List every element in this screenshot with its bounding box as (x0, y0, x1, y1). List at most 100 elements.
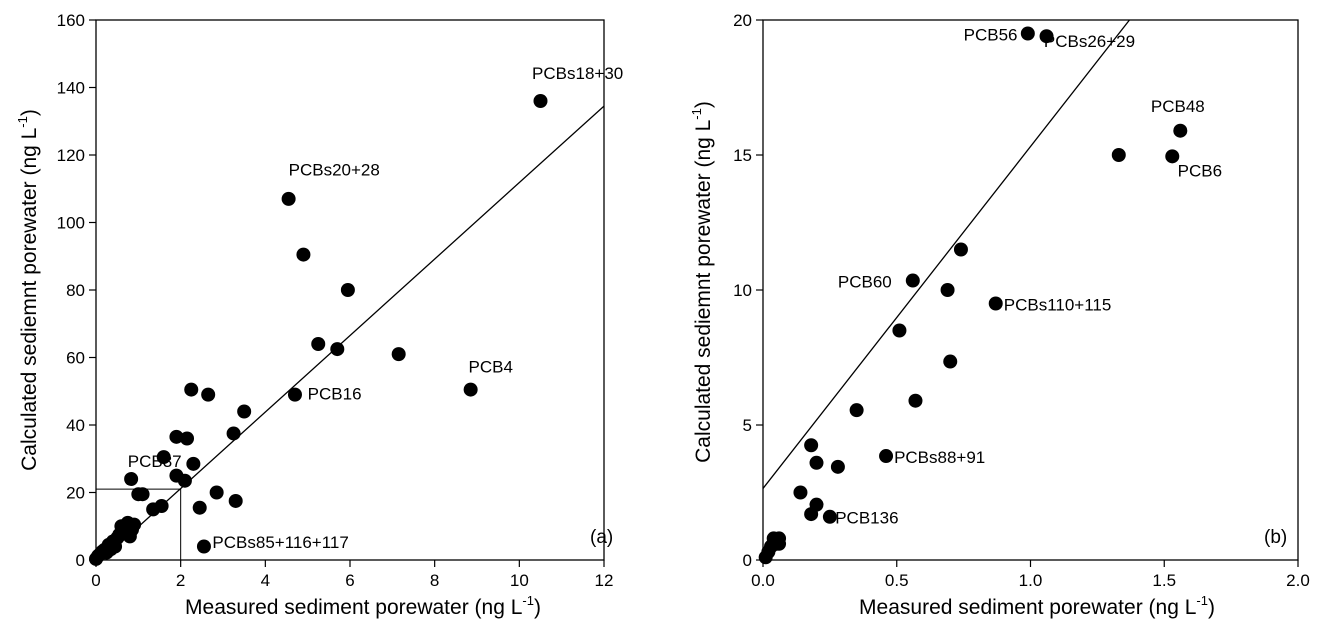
point-annotation: PCB136 (835, 509, 898, 528)
data-point (830, 459, 845, 474)
y-tick-label: 160 (57, 11, 85, 30)
data-point (804, 438, 819, 453)
y-tick-label: 5 (743, 416, 752, 435)
data-point (169, 429, 184, 444)
data-point (287, 387, 302, 402)
panel-a-marks (89, 94, 604, 566)
data-point (905, 273, 920, 288)
panel-b-label: (b) (1264, 527, 1287, 548)
point-annotation: PCBs85+116+117 (212, 533, 348, 552)
y-tick-label: 140 (57, 79, 85, 98)
point-annotation: PCB48 (1151, 97, 1205, 116)
data-point (1173, 123, 1188, 138)
y-tick-label: 120 (57, 146, 85, 165)
data-point (1165, 149, 1180, 164)
data-point (127, 517, 142, 532)
data-point (177, 473, 192, 488)
data-point (196, 539, 211, 554)
data-point (793, 485, 808, 500)
data-point (908, 393, 923, 408)
data-point (209, 485, 224, 500)
x-tick-label: 4 (261, 571, 270, 590)
point-annotation: PCBs88+91 (894, 448, 985, 467)
regression-line (763, 20, 1130, 489)
x-tick-label: 0.5 (885, 571, 909, 590)
x-tick-label: 12 (595, 571, 614, 590)
x-tick-label: 6 (345, 571, 354, 590)
data-point (892, 323, 907, 338)
y-tick-label: 15 (733, 146, 752, 165)
data-point (228, 493, 243, 508)
panel-b-ticks: 0.0 0.5 1.0 1.5 2.0 0 5 10 15 20 (733, 11, 1310, 590)
x-tick-label: 0.0 (751, 571, 775, 590)
data-point (940, 283, 955, 297)
panel-b-marks (758, 20, 1188, 565)
panel-a-labels: PCBs18+30 PCBs20+28 PCB16 PCB4 PCB37 PCBs85+1… (128, 64, 623, 552)
data-point (180, 431, 195, 446)
y-tick-label: 0 (76, 551, 85, 570)
point-annotation: PCBs110+115 (1004, 295, 1112, 314)
panel-a-y-axis-title: Calculated sediemnt porewater (ng L-1) (15, 109, 41, 471)
data-point (943, 354, 958, 369)
data-point (809, 455, 824, 470)
y-tick-label: 20 (733, 11, 752, 30)
y-tick-label: 40 (66, 416, 85, 435)
data-point (201, 387, 216, 402)
data-point (184, 382, 199, 397)
point-annotation: PCBs18+30 (532, 64, 623, 83)
y-tick-label: 20 (66, 484, 85, 503)
panel-b-labels: PCB56 PCBs26+29 PCB48 PCB6 PCB60 PCBs110+115 P… (835, 25, 1222, 527)
data-point (953, 242, 968, 257)
x-tick-label: 10 (510, 571, 529, 590)
data-point (124, 472, 139, 486)
point-annotation: PCB60 (838, 272, 892, 291)
data-point (822, 509, 837, 524)
data-point (186, 456, 201, 471)
data-point (809, 497, 824, 512)
point-annotation: PCB4 (469, 358, 513, 377)
data-point (330, 342, 345, 357)
data-point (879, 449, 894, 464)
x-tick-label: 1.5 (1152, 571, 1176, 590)
data-point (156, 450, 171, 465)
y-tick-label: 100 (57, 214, 85, 233)
y-tick-label: 0 (743, 551, 752, 570)
point-annotation: PCB16 (308, 385, 362, 404)
data-point (340, 283, 355, 297)
data-point (281, 191, 296, 206)
panel-a-x-axis-title: Measured sediment porewater (ng L-1) (185, 593, 541, 619)
panel-a-label: (a) (590, 527, 613, 548)
regression-line (100, 105, 604, 560)
point-annotation: PCB37 (128, 452, 182, 471)
data-point (533, 94, 548, 108)
data-point (988, 296, 1003, 311)
x-tick-label: 0 (91, 571, 100, 590)
x-tick-label: 8 (430, 571, 439, 590)
data-point (391, 347, 406, 362)
data-point (1020, 26, 1035, 41)
data-point (226, 426, 241, 441)
y-tick-label: 10 (733, 281, 752, 300)
point-annotation: PCBs26+29 (1044, 32, 1135, 51)
data-point (192, 500, 207, 515)
data-point (772, 536, 787, 551)
x-tick-label: 2.0 (1286, 571, 1310, 590)
panel-b-x-axis-title: Measured sediment porewater (ng L-1) (859, 593, 1215, 619)
data-point (296, 247, 311, 262)
x-tick-label: 2 (176, 571, 185, 590)
data-point (1039, 29, 1054, 44)
data-point (1111, 148, 1126, 162)
data-point (237, 404, 252, 419)
point-annotation: PCB56 (964, 25, 1018, 44)
y-tick-label: 60 (66, 349, 85, 368)
data-point (154, 499, 169, 513)
data-point (135, 487, 150, 502)
panel-b-y-axis-title: Calculated sediemnt porewater (ng L-1) (689, 101, 715, 463)
point-annotation: PCB6 (1178, 162, 1222, 181)
x-tick-label: 1.0 (1019, 571, 1043, 590)
data-point (311, 337, 326, 351)
